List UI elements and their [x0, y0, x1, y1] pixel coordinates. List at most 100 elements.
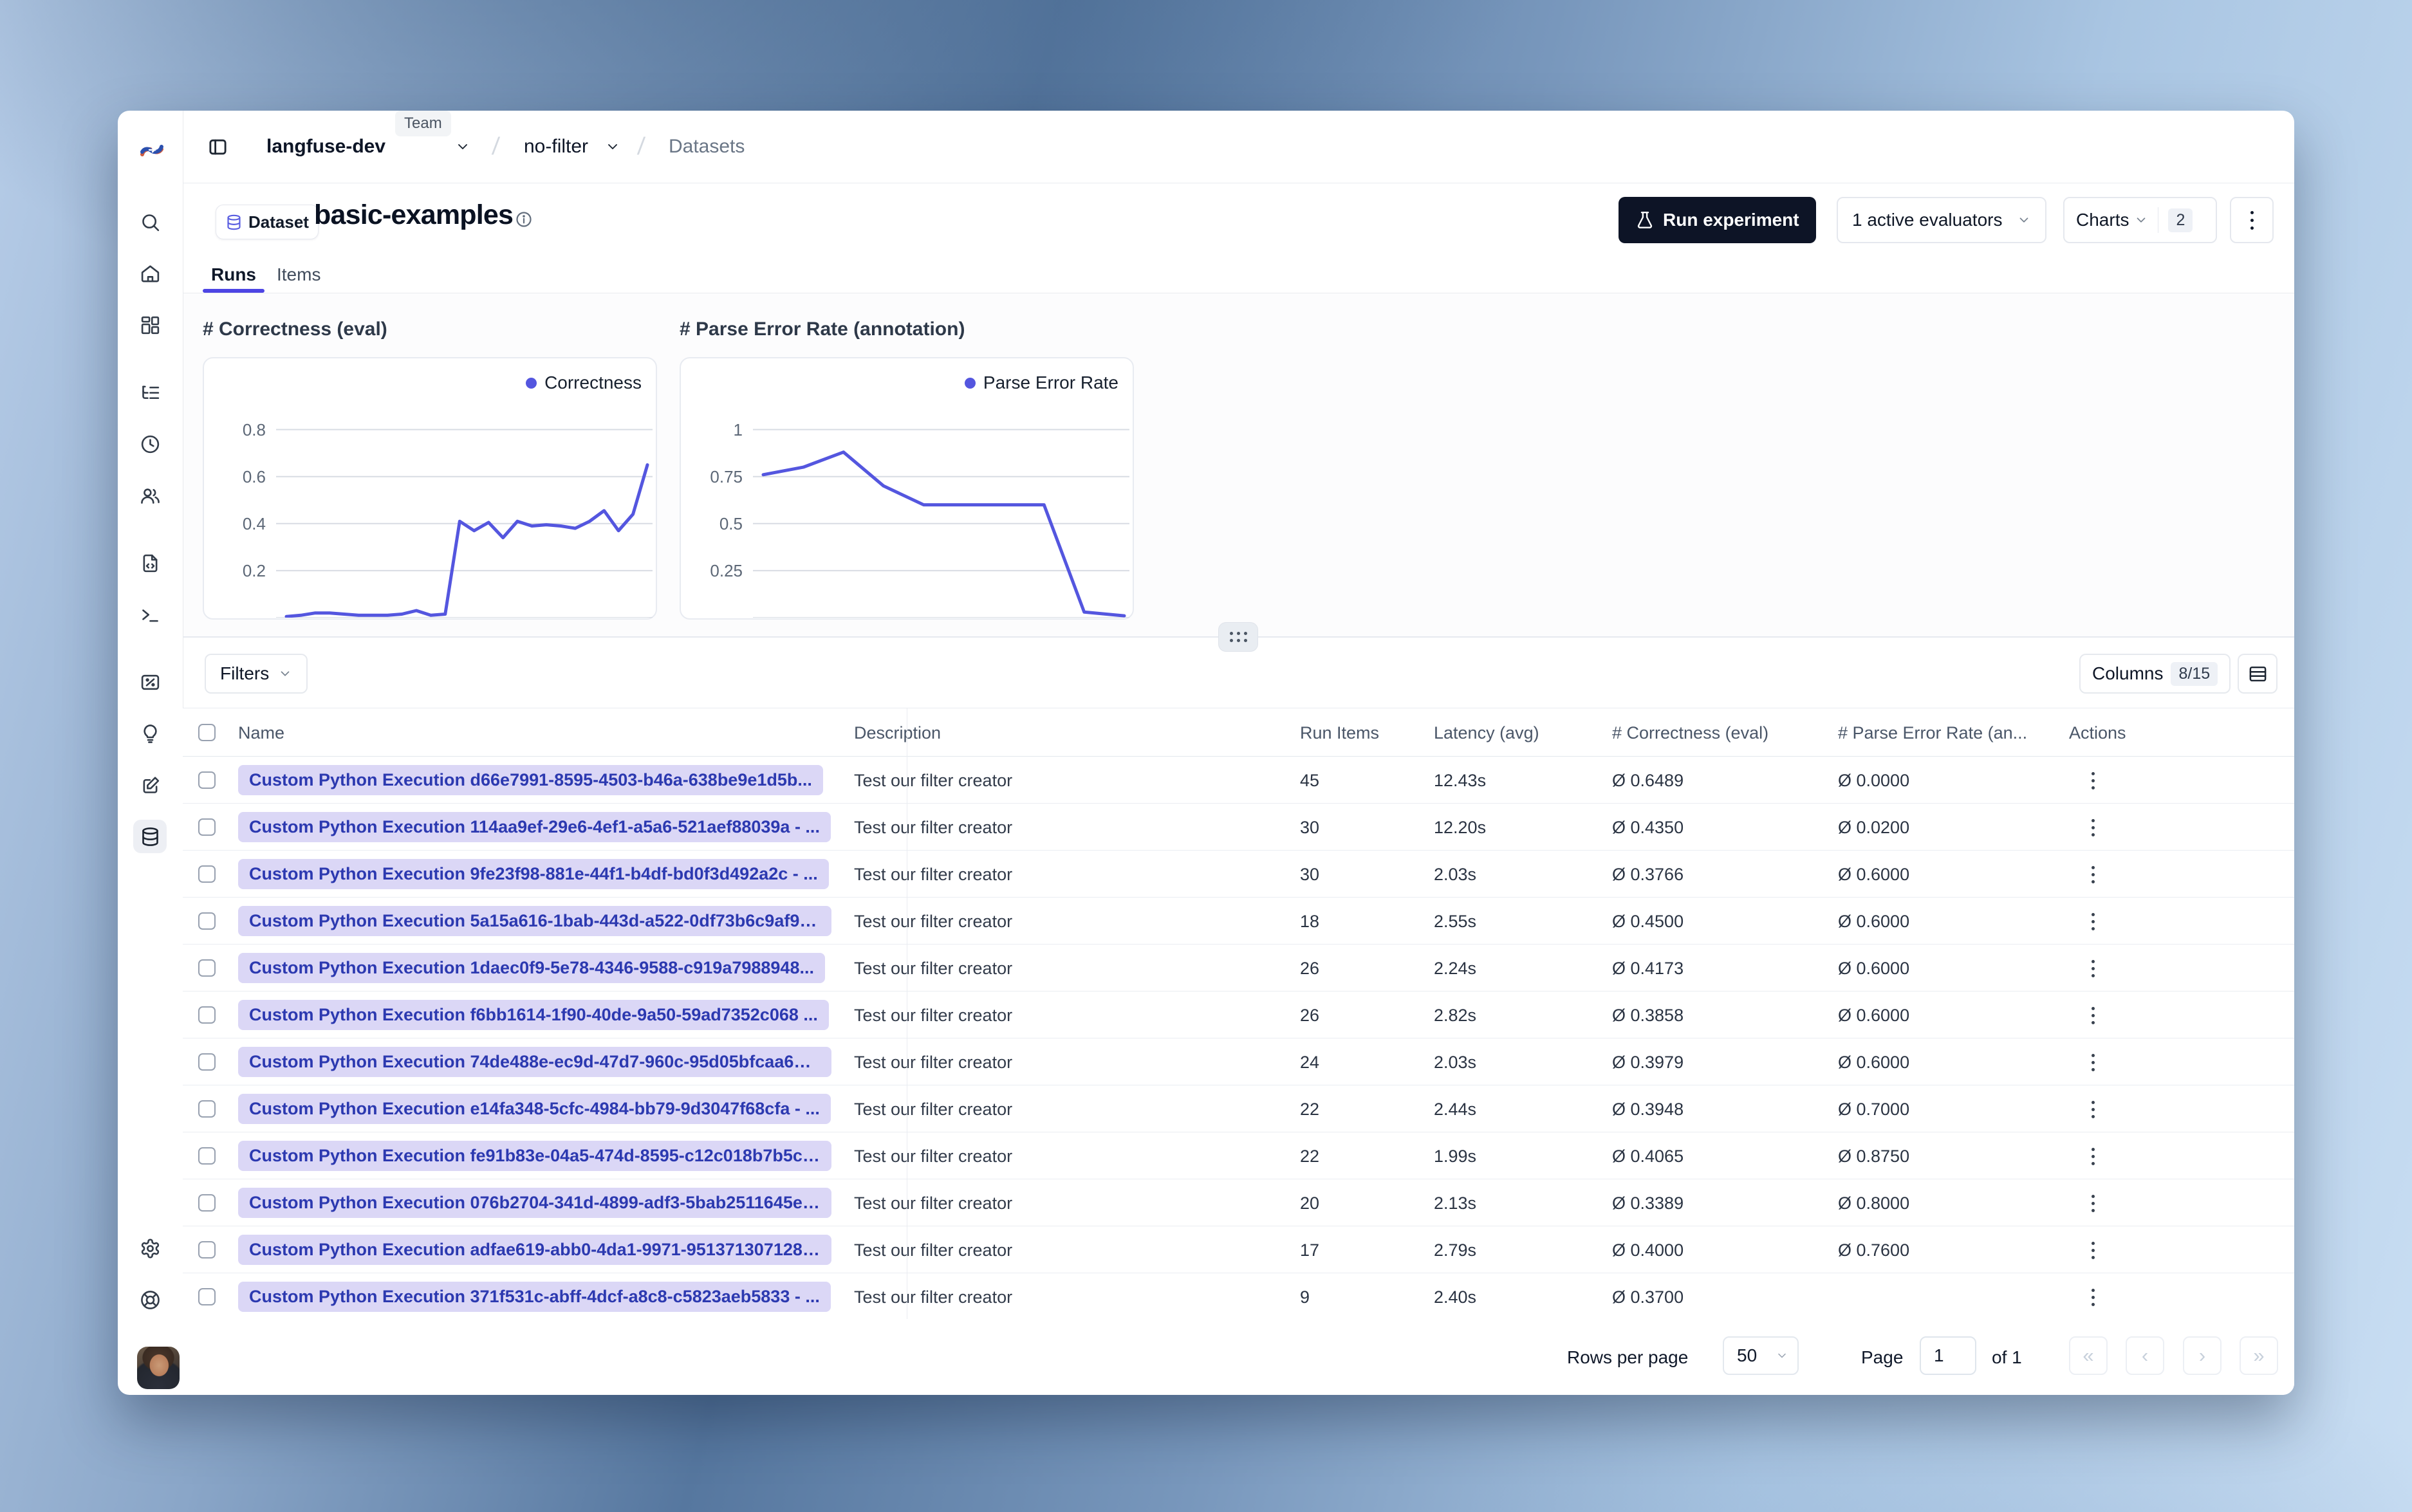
tracing-icon[interactable]	[133, 376, 167, 409]
user-avatar[interactable]	[137, 1347, 180, 1389]
kebab-icon	[2250, 210, 2254, 230]
row-actions-button[interactable]	[2079, 813, 2107, 842]
run-items-count: 30	[1300, 818, 1320, 837]
home-icon[interactable]	[133, 257, 167, 290]
page-number-input[interactable]	[1920, 1336, 1976, 1375]
page-title: basic-examples	[314, 199, 514, 230]
charts-label: Charts	[2076, 210, 2129, 230]
playground-icon[interactable]	[133, 598, 167, 631]
run-name-link[interactable]: Custom Python Execution 74de488e-ec9d-47…	[238, 1047, 831, 1077]
row-actions-button[interactable]	[2079, 954, 2107, 982]
run-name-link[interactable]: Custom Python Execution f6bb1614-1f90-40…	[238, 1000, 829, 1030]
active-evaluators-button[interactable]: 1 active evaluators	[1837, 197, 2046, 243]
rows-per-page-select[interactable]: 50	[1723, 1336, 1799, 1375]
row-checkbox[interactable]	[198, 1194, 216, 1212]
row-checkbox[interactable]	[198, 1241, 216, 1258]
kebab-icon	[2091, 1241, 2095, 1259]
legend-label: Correctness	[544, 373, 642, 392]
run-name-link[interactable]: Custom Python Execution e14fa348-5cfc-49…	[238, 1094, 831, 1124]
column-header-run-items[interactable]: Run Items	[1300, 723, 1380, 742]
row-checkbox[interactable]	[198, 1288, 216, 1305]
previous-page-button[interactable]: ‹	[2126, 1336, 2164, 1375]
row-actions-button[interactable]	[2079, 1001, 2107, 1029]
row-actions-button[interactable]	[2079, 907, 2107, 936]
next-page-button[interactable]: ›	[2183, 1336, 2222, 1375]
row-checkbox[interactable]	[198, 1100, 216, 1118]
column-header-parse-error-rate[interactable]: # Parse Error Rate (an...	[1838, 723, 2028, 742]
dataset-badge-label: Dataset	[248, 212, 309, 232]
run-parse-error-rate: Ø 0.6000	[1838, 1053, 1910, 1072]
row-actions-button[interactable]	[2079, 1142, 2107, 1170]
run-items-count: 30	[1300, 865, 1320, 884]
charts-dropdown-button[interactable]: Charts 2	[2063, 197, 2217, 243]
chevron-down-icon[interactable]	[605, 111, 620, 183]
legend-dot	[526, 377, 537, 389]
last-page-button[interactable]: »	[2240, 1336, 2278, 1375]
run-name-link[interactable]: Custom Python Execution d66e7991-8595-45…	[238, 765, 823, 795]
run-experiment-button[interactable]: Run experiment	[1619, 197, 1816, 243]
column-header-name[interactable]: Name	[238, 723, 285, 742]
scores-icon[interactable]	[133, 665, 167, 699]
column-header-description[interactable]: Description	[854, 723, 942, 742]
column-header-correctness[interactable]: # Correctness (eval)	[1612, 723, 1769, 742]
prompts-icon[interactable]	[133, 546, 167, 580]
row-checkbox[interactable]	[198, 1147, 216, 1165]
row-checkbox[interactable]	[198, 818, 216, 836]
run-name-link[interactable]: Custom Python Execution 371f531c-abff-4d…	[238, 1282, 831, 1312]
sessions-icon[interactable]	[133, 427, 167, 461]
run-name-link[interactable]: Custom Python Execution fe91b83e-04a5-47…	[238, 1141, 831, 1171]
tab-items[interactable]: Items	[277, 264, 321, 284]
first-page-button[interactable]: «	[2069, 1336, 2108, 1375]
breadcrumb-section[interactable]: Datasets	[669, 136, 745, 157]
run-description: Test our filter creator	[854, 1053, 1013, 1072]
annotation-icon[interactable]	[133, 768, 167, 802]
columns-button[interactable]: Columns 8/15	[2079, 654, 2231, 694]
run-correctness: Ø 0.4173	[1612, 959, 1684, 978]
kebab-icon	[2091, 771, 2095, 789]
run-latency: 2.03s	[1434, 1053, 1477, 1072]
row-checkbox[interactable]	[198, 1053, 216, 1071]
datasets-icon[interactable]	[133, 820, 167, 853]
run-latency: 2.03s	[1434, 865, 1477, 884]
select-all-checkbox[interactable]	[198, 724, 216, 741]
run-name-link[interactable]: Custom Python Execution adfae619-abb0-4d…	[238, 1235, 831, 1265]
tab-runs[interactable]: Runs	[211, 264, 256, 284]
support-icon[interactable]	[133, 1283, 167, 1316]
row-height-button[interactable]	[2238, 654, 2277, 694]
resize-handle[interactable]	[1218, 622, 1258, 652]
more-actions-button[interactable]	[2230, 197, 2274, 243]
row-checkbox[interactable]	[198, 959, 216, 977]
chevron-down-icon[interactable]	[455, 111, 470, 183]
row-checkbox[interactable]	[198, 865, 216, 883]
column-header-latency[interactable]: Latency (avg)	[1434, 723, 1539, 742]
insights-icon[interactable]	[133, 717, 167, 750]
evaluators-label: 1 active evaluators	[1852, 210, 2003, 230]
row-actions-button[interactable]	[2079, 1189, 2107, 1217]
run-name-link[interactable]: Custom Python Execution 5a15a616-1bab-44…	[238, 906, 831, 936]
row-actions-button[interactable]	[2079, 1095, 2107, 1123]
row-actions-button[interactable]	[2079, 1236, 2107, 1264]
breadcrumb-project[interactable]: no-filter	[524, 136, 589, 157]
run-name-link[interactable]: Custom Python Execution 1daec0f9-5e78-43…	[238, 953, 825, 983]
row-checkbox[interactable]	[198, 912, 216, 930]
dashboard-icon[interactable]	[133, 308, 167, 342]
run-name-link[interactable]: Custom Python Execution 076b2704-341d-48…	[238, 1188, 831, 1218]
filters-button[interactable]: Filters	[205, 654, 308, 694]
row-actions-button[interactable]	[2079, 860, 2107, 889]
users-icon[interactable]	[133, 479, 167, 512]
search-icon[interactable]	[133, 205, 167, 239]
sidebar-toggle-icon[interactable]	[202, 131, 233, 162]
row-actions-button[interactable]	[2079, 1048, 2107, 1076]
run-latency: 2.24s	[1434, 959, 1477, 978]
settings-icon[interactable]	[133, 1231, 167, 1265]
row-checkbox[interactable]	[198, 1006, 216, 1024]
run-name-link[interactable]: Custom Python Execution 9fe23f98-881e-44…	[238, 859, 829, 889]
run-name-link[interactable]: Custom Python Execution 114aa9ef-29e6-4e…	[238, 812, 831, 842]
row-checkbox[interactable]	[198, 771, 216, 789]
run-parse-error-rate: Ø 0.6000	[1838, 865, 1910, 884]
row-actions-button[interactable]	[2079, 1283, 2107, 1311]
breadcrumb-org[interactable]: langfuse-dev	[266, 136, 386, 157]
run-correctness: Ø 0.3700	[1612, 1287, 1684, 1307]
info-icon[interactable]	[515, 210, 533, 228]
row-actions-button[interactable]	[2079, 766, 2107, 795]
